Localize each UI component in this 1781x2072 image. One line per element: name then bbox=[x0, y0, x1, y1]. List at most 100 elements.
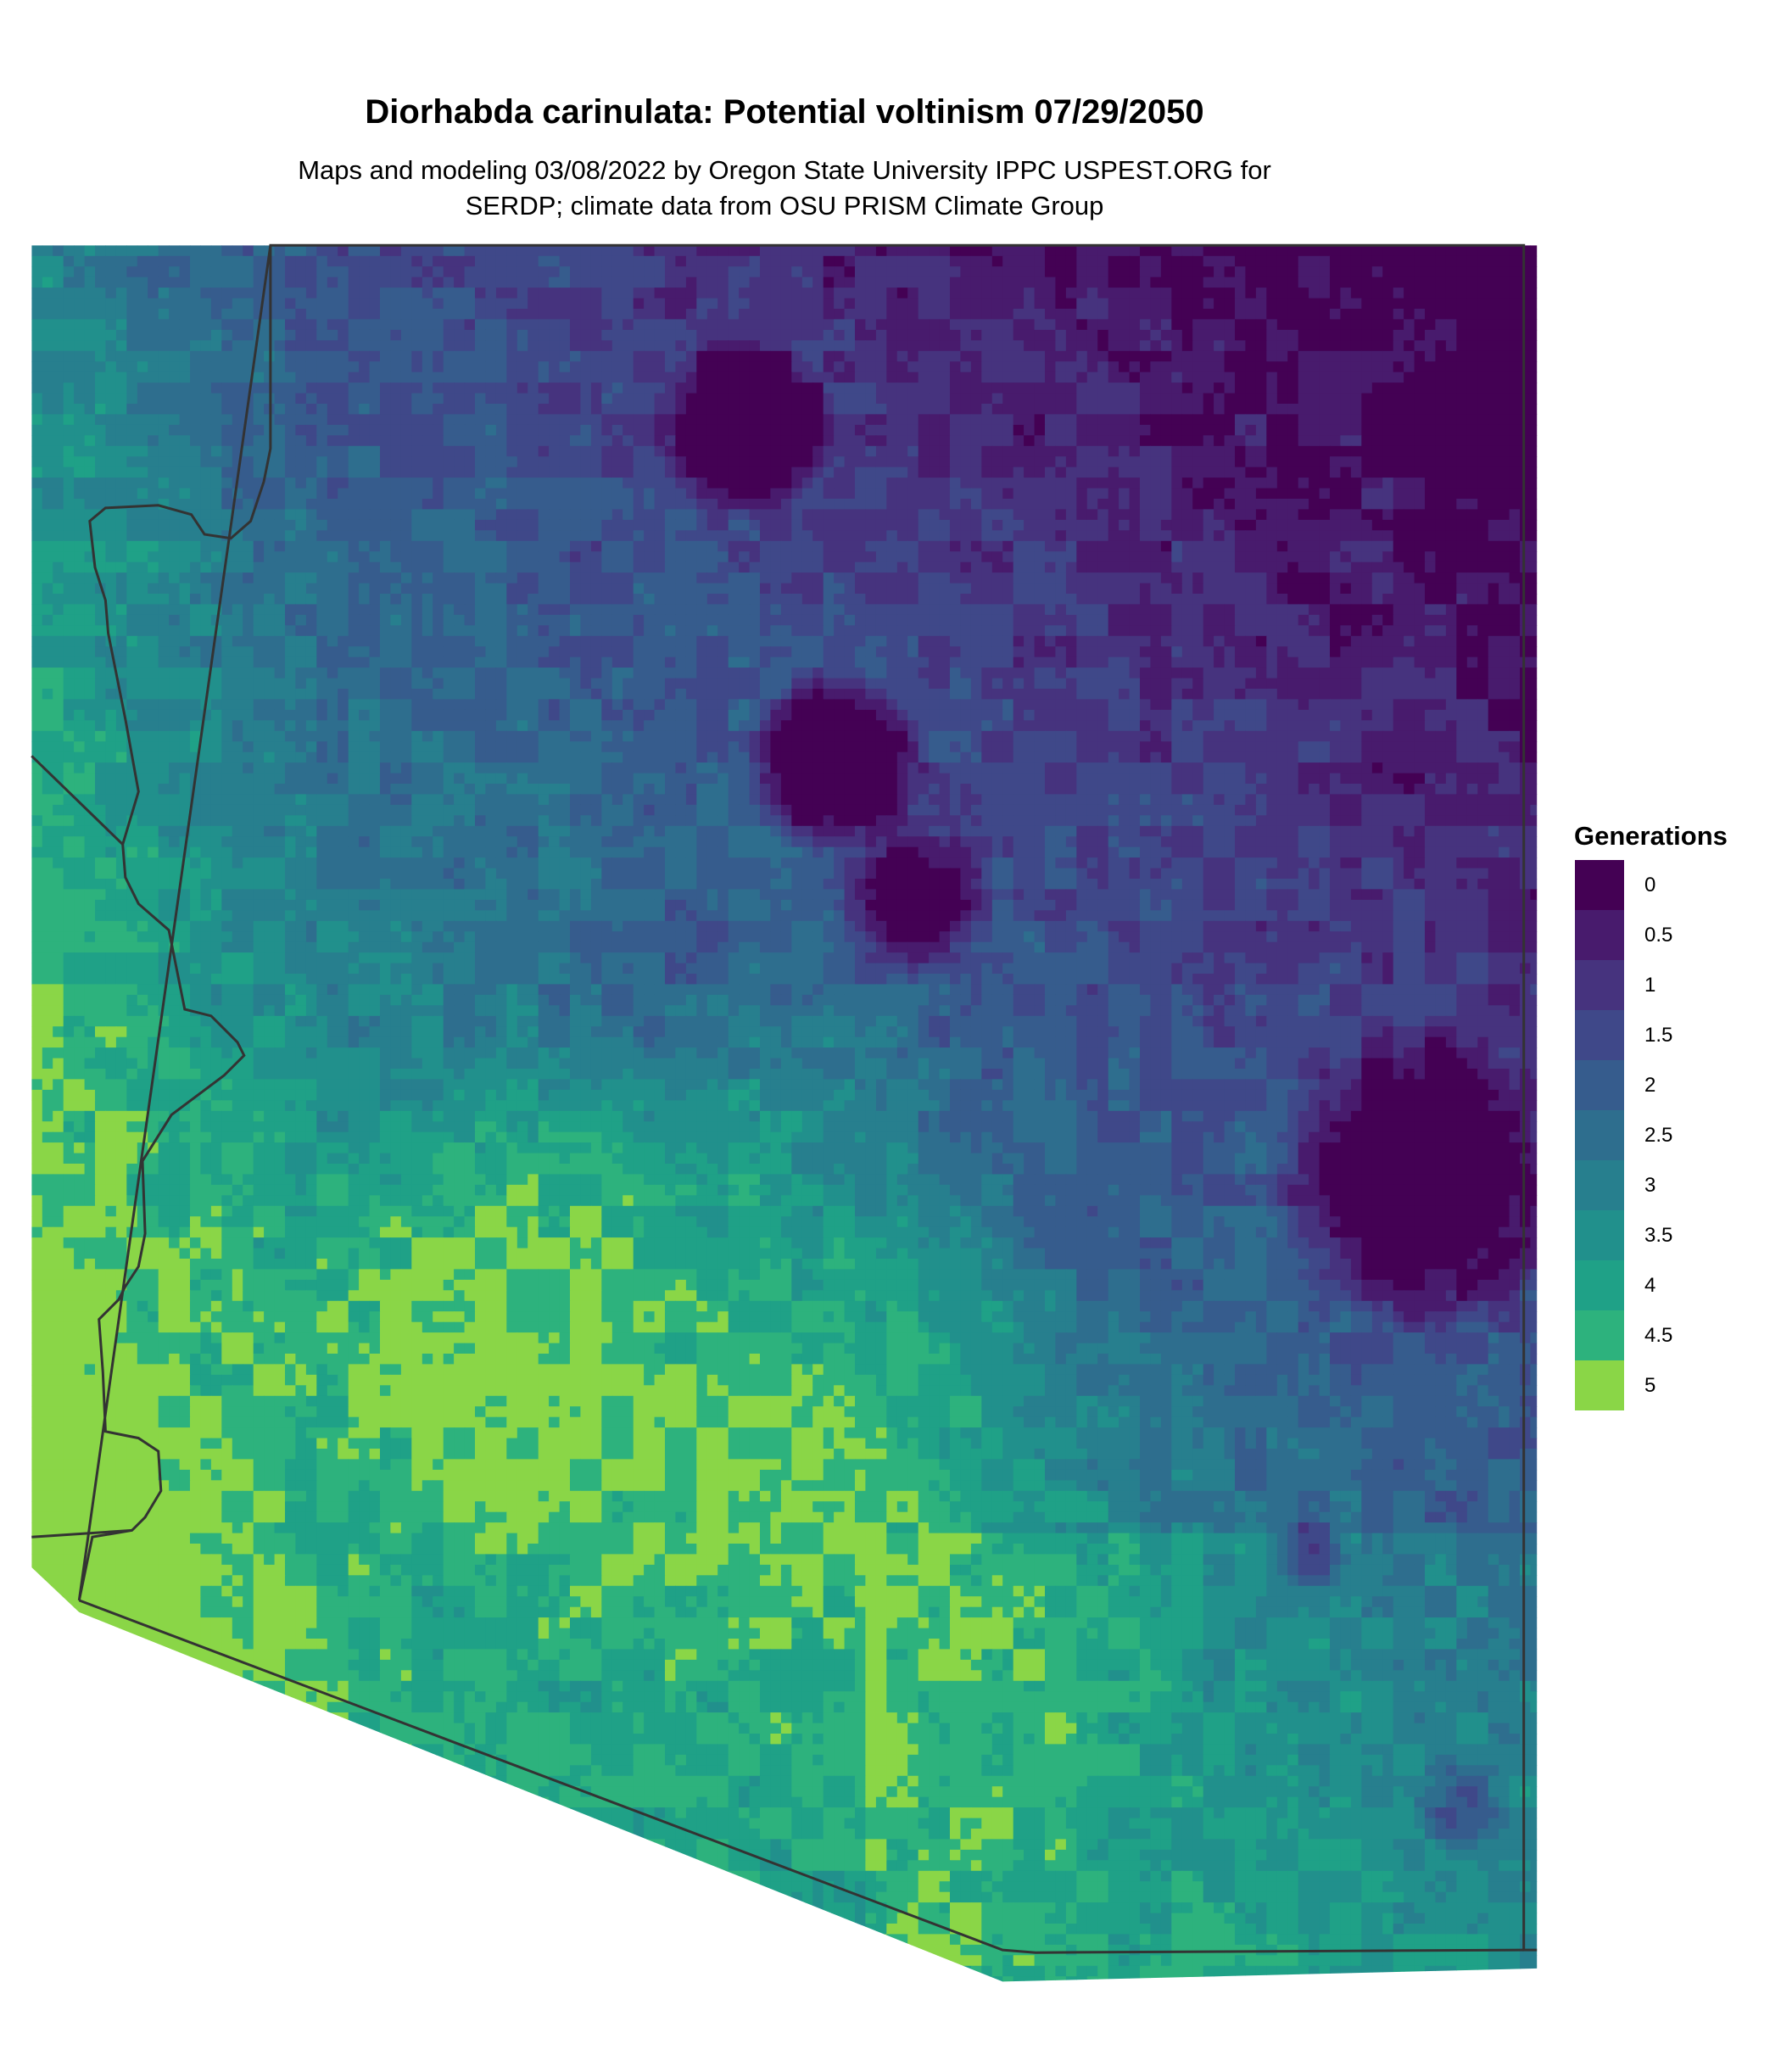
raster-cell bbox=[74, 309, 86, 320]
raster-cell bbox=[1435, 445, 1447, 457]
raster-cell bbox=[1192, 466, 1204, 478]
raster-cell bbox=[506, 414, 518, 426]
raster-cell bbox=[1203, 288, 1214, 299]
raster-cell bbox=[823, 530, 835, 542]
raster-cell bbox=[939, 371, 951, 383]
raster-cell bbox=[875, 340, 887, 352]
raster-cell bbox=[1097, 309, 1109, 320]
raster-cell bbox=[285, 478, 296, 489]
raster-cell bbox=[359, 288, 371, 299]
raster-cell bbox=[411, 245, 423, 257]
raster-cell bbox=[728, 583, 740, 595]
raster-cell bbox=[1065, 530, 1077, 542]
raster-cell bbox=[454, 488, 466, 500]
raster-cell bbox=[411, 561, 423, 573]
raster-cell bbox=[169, 393, 181, 405]
raster-cell bbox=[1013, 340, 1024, 352]
raster-cell bbox=[1235, 488, 1246, 500]
raster-cell bbox=[1425, 551, 1436, 563]
raster-cell bbox=[1150, 414, 1162, 426]
raster-cell bbox=[675, 414, 687, 426]
raster-cell bbox=[696, 478, 708, 489]
raster-cell bbox=[1150, 478, 1162, 489]
raster-cell bbox=[1509, 371, 1521, 383]
raster-cell bbox=[1150, 371, 1162, 383]
raster-cell bbox=[1445, 414, 1457, 426]
raster-cell bbox=[929, 371, 941, 383]
raster-cell bbox=[243, 466, 254, 478]
raster-cell bbox=[1445, 424, 1457, 436]
raster-cell bbox=[696, 445, 708, 457]
raster-cell bbox=[1445, 329, 1457, 341]
raster-cell bbox=[1160, 245, 1172, 257]
raster-cell bbox=[1055, 519, 1067, 531]
raster-cell bbox=[148, 530, 159, 542]
raster-cell bbox=[1235, 499, 1246, 510]
raster-cell bbox=[42, 383, 53, 394]
raster-cell bbox=[1287, 551, 1299, 563]
raster-cell bbox=[1276, 276, 1288, 288]
raster-cell bbox=[115, 340, 127, 352]
raster-cell bbox=[464, 266, 476, 278]
raster-cell bbox=[359, 488, 371, 500]
raster-cell bbox=[305, 499, 317, 510]
raster-cell bbox=[1119, 245, 1131, 257]
raster-cell bbox=[495, 371, 507, 383]
raster-cell bbox=[243, 329, 254, 341]
raster-cell bbox=[137, 551, 148, 563]
raster-cell bbox=[1276, 371, 1288, 383]
raster-cell bbox=[285, 445, 296, 457]
raster-cell bbox=[179, 594, 191, 605]
raster-cell bbox=[1435, 435, 1447, 447]
raster-cell bbox=[970, 540, 982, 552]
raster-cell bbox=[1530, 255, 1538, 267]
raster-cell bbox=[1382, 488, 1394, 500]
raster-cell bbox=[1150, 383, 1162, 394]
raster-cell bbox=[865, 488, 877, 500]
raster-cell bbox=[865, 509, 877, 521]
raster-cell bbox=[1181, 266, 1193, 278]
raster-cell bbox=[801, 445, 813, 457]
raster-cell bbox=[1160, 551, 1172, 563]
raster-cell bbox=[1466, 561, 1478, 573]
raster-cell bbox=[644, 393, 656, 405]
raster-cell bbox=[580, 435, 592, 447]
raster-cell bbox=[148, 424, 159, 436]
raster-cell bbox=[1414, 276, 1426, 288]
raster-cell bbox=[42, 393, 53, 405]
raster-cell bbox=[327, 276, 338, 288]
raster-cell bbox=[1404, 266, 1415, 278]
raster-cell bbox=[1361, 383, 1373, 394]
raster-cell bbox=[84, 414, 96, 426]
raster-cell bbox=[886, 551, 898, 563]
raster-cell bbox=[1181, 424, 1193, 436]
raster-cell bbox=[274, 572, 286, 584]
raster-cell bbox=[253, 255, 265, 267]
raster-cell bbox=[981, 594, 993, 605]
raster-cell bbox=[485, 255, 497, 267]
raster-cell bbox=[1160, 572, 1172, 584]
raster-cell bbox=[369, 361, 381, 373]
raster-cell bbox=[1203, 414, 1214, 426]
raster-cell bbox=[63, 266, 75, 278]
raster-cell bbox=[158, 329, 170, 341]
raster-cell bbox=[1445, 298, 1457, 310]
map-subtitle: Maps and modeling 03/08/2022 by Oregon S… bbox=[0, 153, 1569, 224]
raster-cell bbox=[316, 371, 328, 383]
raster-cell bbox=[780, 266, 792, 278]
raster-cell bbox=[918, 361, 930, 373]
raster-cell bbox=[369, 456, 381, 468]
raster-cell bbox=[1371, 340, 1383, 352]
raster-cell bbox=[675, 371, 687, 383]
raster-cell bbox=[1445, 572, 1457, 584]
raster-cell bbox=[1319, 319, 1331, 331]
raster-cell bbox=[1002, 551, 1014, 563]
raster-cell bbox=[53, 298, 64, 310]
raster-cell bbox=[105, 340, 117, 352]
raster-cell bbox=[865, 319, 877, 331]
raster-cell bbox=[1224, 255, 1236, 267]
raster-cell bbox=[390, 404, 402, 415]
raster-cell bbox=[84, 466, 96, 478]
raster-cell bbox=[549, 414, 561, 426]
raster-cell bbox=[665, 288, 676, 299]
